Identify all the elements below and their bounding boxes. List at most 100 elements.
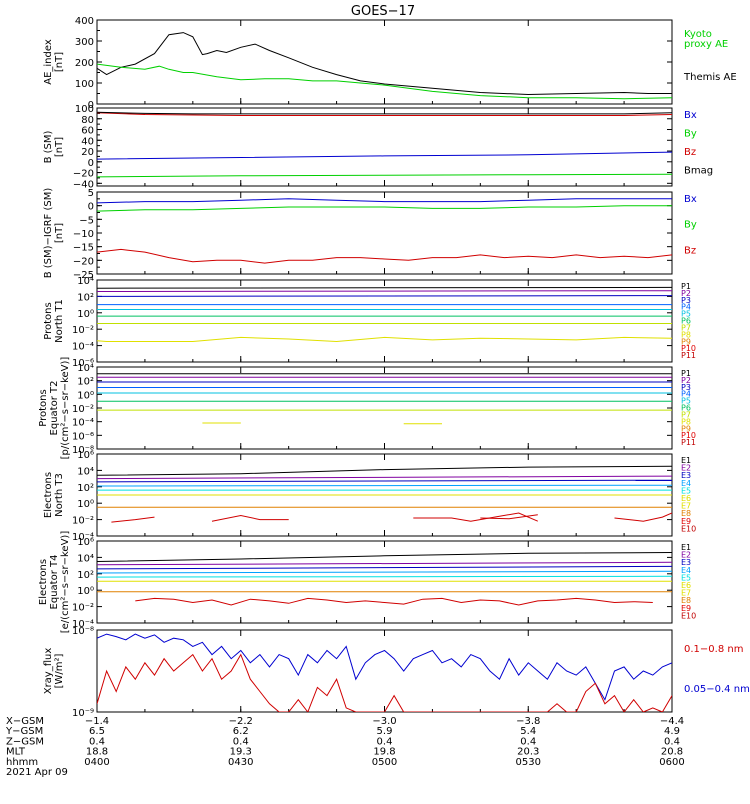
y-tick-label: 10⁻⁴	[72, 342, 94, 353]
y-tick-label: 300	[75, 37, 94, 48]
y-tick-label: 10⁻⁶	[72, 431, 94, 442]
y-tick-label: 10⁻⁹	[72, 708, 94, 719]
y-axis-label: [nT]	[54, 223, 65, 243]
x-tick-label: 19.3	[230, 747, 252, 758]
y-axis-label: [nT]	[54, 137, 65, 157]
x-tick-label: 0400	[84, 757, 109, 768]
y-tick-label: 10⁻⁴	[72, 619, 94, 630]
legend-entry: Bx	[684, 110, 697, 121]
legend-entry: E2	[681, 464, 691, 473]
y-tick-label: 10⁶	[77, 450, 94, 461]
y-tick-label: 400	[75, 16, 94, 27]
y-axis-label: North T3	[54, 473, 65, 517]
legend-entry: E5	[681, 573, 691, 582]
y-tick-label: 100	[75, 104, 94, 115]
legend-entry: E10	[681, 524, 696, 533]
panel-frame	[96, 191, 673, 275]
series-line	[97, 633, 672, 701]
y-tick-label: −25	[73, 270, 94, 281]
legend-entry: Kyoto	[684, 29, 712, 40]
legend-entry: P6	[681, 404, 691, 413]
x-row-label: MLT	[6, 747, 26, 758]
x-tick-label: 0.4	[89, 736, 105, 747]
legend-entry: Bmag	[684, 166, 713, 177]
legend-entry: E7	[681, 589, 691, 598]
x-tick-label: −3.8	[516, 716, 540, 727]
y-tick-label: 0	[88, 100, 94, 111]
y-tick-label: −15	[73, 243, 94, 254]
y-tick-label: 200	[75, 58, 94, 69]
y-axis-label: B (SM)−IGRF (SM)	[43, 188, 54, 279]
series-line	[480, 514, 538, 520]
series-line	[97, 570, 672, 574]
legend-entry: E4	[681, 479, 691, 488]
legend-entry: E8	[681, 596, 691, 605]
y-axis-label: [p/(cm²−s−sr−keV)]	[60, 357, 71, 460]
y-tick-label: 10⁰	[77, 309, 94, 320]
y-axis-label: Electrons	[38, 559, 49, 605]
legend-entry: P9	[681, 424, 691, 433]
y-axis-label: [W/m²]	[54, 653, 65, 688]
legend-entry: E1	[681, 456, 691, 465]
legend-entry: P4	[681, 303, 691, 312]
legend-entry: By	[684, 129, 697, 140]
legend-entry: P3	[681, 296, 691, 305]
series-line	[97, 198, 672, 204]
legend-entry: E4	[681, 566, 691, 575]
legend-entry: E3	[681, 471, 691, 480]
legend-entry: P5	[681, 310, 691, 319]
panel-p_north: 10⁻⁶ 10⁻⁴ 10⁻² 10⁰ 10² 10⁴ Protons North T1 P1P2…	[43, 276, 696, 369]
y-axis-label: Equator T4	[49, 555, 60, 610]
x-tick-label: −2.2	[229, 716, 253, 727]
legend-entry: E2	[681, 551, 691, 560]
series-line	[97, 111, 672, 115]
series-line	[97, 151, 672, 160]
legend-entry: P10	[681, 431, 696, 440]
series-line	[211, 514, 289, 522]
y-tick-label: 10²	[77, 377, 94, 388]
x-tick-label: 5.4	[520, 726, 536, 737]
x-tick-label: 4.9	[664, 726, 680, 737]
series-line	[135, 597, 653, 606]
legend-entry: P4	[681, 390, 691, 399]
series-line	[97, 205, 672, 212]
series-line	[97, 63, 672, 100]
legend-entry: E6	[681, 494, 691, 503]
y-tick-label: 5	[88, 188, 94, 199]
panel-p_equator: 10⁻⁸ 10⁻⁶ 10⁻⁴ 10⁻² 10⁰ 10² 10⁴ Protons Equator …	[38, 357, 696, 460]
legend-entry: P3	[681, 383, 691, 392]
legend-entry: P11	[681, 351, 696, 360]
y-tick-label: 10⁰	[77, 499, 94, 510]
y-tick-label: −10	[73, 229, 94, 240]
legend-entry: By	[684, 220, 697, 231]
series-line	[97, 112, 672, 116]
legend-entry: P7	[681, 410, 691, 419]
series-line	[111, 516, 155, 523]
series-line	[97, 561, 672, 566]
x-row-label: Z−GSM	[6, 736, 44, 747]
series-line	[97, 465, 672, 476]
legend-entry: P7	[681, 323, 691, 332]
legend-entry: E5	[681, 486, 691, 495]
legend-entry: Themis AE	[683, 72, 737, 83]
y-tick-label: 10⁴	[77, 276, 94, 287]
legend-entry: P6	[681, 317, 691, 326]
y-tick-label: 100	[75, 79, 94, 90]
x-row-label: Y−GSM	[5, 726, 43, 737]
x-tick-label: −4.4	[660, 716, 684, 727]
series-line	[97, 173, 672, 178]
x-tick-label: 0.4	[377, 736, 393, 747]
legend-entry: P1	[681, 369, 691, 378]
y-tick-label: 0	[88, 202, 94, 213]
x-tick-label: 6.5	[89, 726, 105, 737]
y-tick-label: 80	[81, 115, 94, 126]
x-row-label: hhmm	[6, 757, 38, 768]
y-tick-label: 60	[81, 126, 94, 137]
series-line	[614, 512, 672, 522]
legend-entry: Bx	[684, 194, 697, 205]
series-line	[413, 512, 538, 522]
x-tick-label: 0600	[659, 757, 684, 768]
